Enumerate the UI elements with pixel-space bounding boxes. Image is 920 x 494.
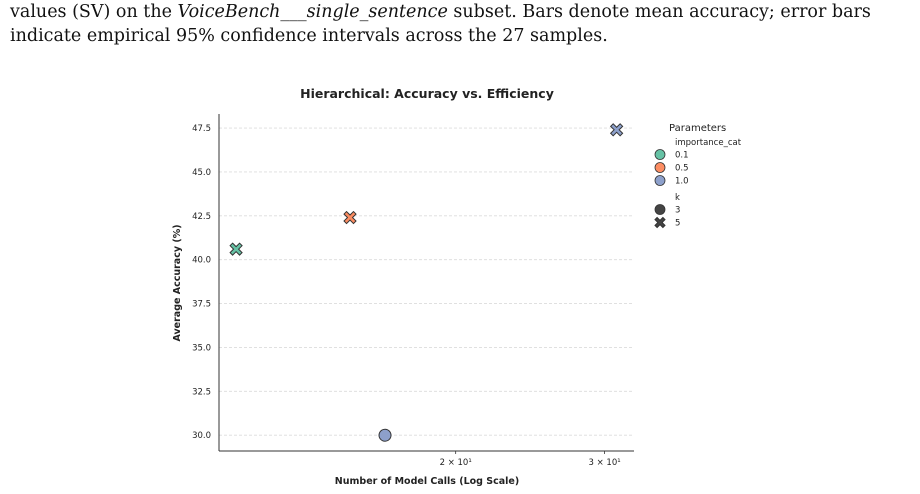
x-tick-label: 3 × 10¹ (589, 458, 621, 468)
legend-style-label: 3 (675, 206, 680, 216)
figure-caption: values (SV) on the VoiceBench___single_s… (10, 0, 915, 48)
legend-hue-label: 0.5 (675, 164, 689, 174)
caption-line-2: indicate empirical 95% confidence interv… (10, 26, 608, 46)
y-tick-label: 47.5 (192, 124, 211, 134)
y-tick-label: 37.5 (192, 300, 211, 310)
legend-hue-label: 0.1 (675, 151, 689, 161)
grid-lines (219, 127, 634, 436)
y-axis-label: Average Accuracy (%) (172, 224, 183, 341)
caption-text: values (SV) on the (10, 2, 178, 22)
legend-style-title: k (675, 193, 680, 203)
legend-style-label: 5 (675, 219, 680, 229)
y-tick-label: 32.5 (192, 387, 211, 397)
y-axis-ticks: 30.0 32.5 35.0 37.5 40.0 42.5 45.0 47.5 (192, 124, 211, 441)
legend-swatch (654, 149, 666, 160)
y-tick-label: 30.0 (192, 431, 211, 441)
data-point-x (343, 210, 357, 225)
legend-swatch (654, 162, 666, 173)
x-tick-label: 2 × 10¹ (440, 458, 472, 468)
legend-title: Parameters (669, 123, 726, 134)
legend-hue-label: 1.0 (675, 177, 689, 187)
caption-dataset-name: VoiceBench___single_sentence (177, 2, 448, 22)
y-tick-label: 42.5 (192, 212, 211, 222)
x-axis-ticks: 2 × 10¹ 3 × 10¹ (440, 451, 621, 468)
y-tick-label: 40.0 (192, 256, 211, 266)
y-tick-label: 45.0 (192, 168, 211, 178)
legend-hue-title: importance_cat (675, 138, 742, 148)
data-points (229, 123, 624, 442)
legend: Parameters importance_cat k 0.1 0.5 1.0 3 5 (654, 123, 742, 229)
data-point-circle (378, 428, 392, 442)
caption-text: subset. Bars denote mean accuracy; error… (447, 2, 871, 22)
data-point-x (229, 242, 243, 256)
legend-marker-circle (654, 204, 666, 215)
x-axis-label: Number of Model Calls (Log Scale) (335, 476, 519, 487)
legend-swatch (654, 175, 666, 186)
caption-line-1: values (SV) on the VoiceBench___single_s… (10, 0, 915, 24)
y-tick-label: 35.0 (192, 343, 211, 353)
data-point-x (609, 123, 624, 137)
legend-marker-x (654, 216, 666, 229)
chart-title: Hierarchical: Accuracy vs. Efficiency (300, 86, 554, 101)
